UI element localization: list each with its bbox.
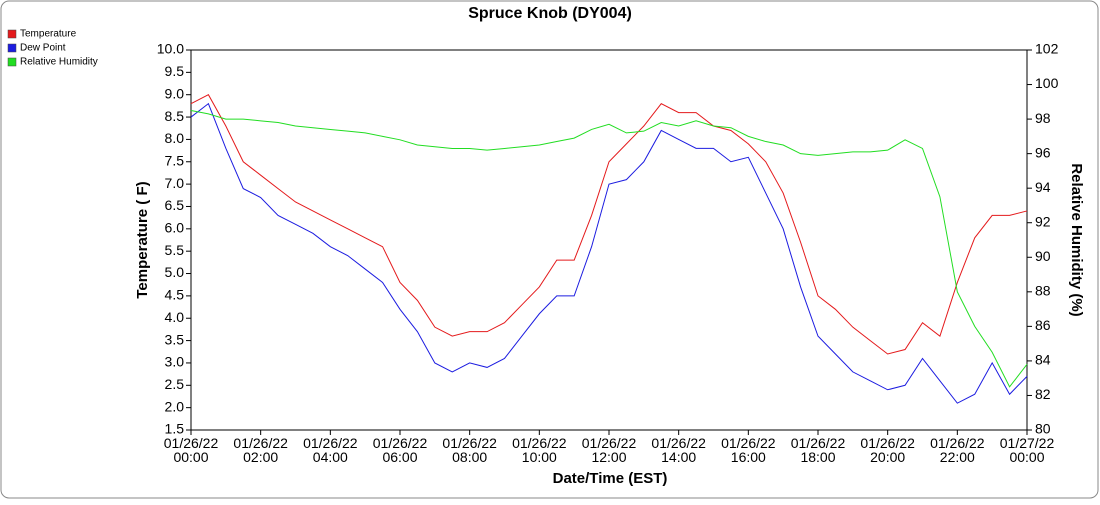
x-tick-label: 01/26/22 12:00 — [581, 435, 637, 465]
x-tick-label: 01/26/22 00:00 — [163, 435, 219, 465]
y2-axis-label: Relative Humidity (%) — [1068, 163, 1085, 316]
y-tick-label: 2.5 — [165, 376, 185, 392]
y-tick-label: 7.5 — [165, 152, 185, 168]
y-tick-label: 8.0 — [165, 130, 185, 146]
legend-swatch — [7, 29, 17, 39]
x-tick-label: 01/26/22 18:00 — [790, 435, 846, 465]
y-tick-label: 9.0 — [165, 85, 185, 101]
y-tick-label: 9.5 — [165, 63, 185, 79]
y-tick-label: 10.0 — [157, 41, 184, 57]
y-tick-label: 5.5 — [165, 242, 185, 258]
y2-tick-label: 90 — [1035, 248, 1051, 264]
y2-tick-label: 88 — [1035, 283, 1051, 299]
y-tick-label: 4.5 — [165, 287, 185, 303]
y2-tick-label: 82 — [1035, 386, 1051, 402]
x-tick-label: 01/26/22 04:00 — [303, 435, 358, 465]
y2-tick-label: 96 — [1035, 144, 1051, 160]
y2-tick-label: 98 — [1035, 110, 1051, 126]
y-tick-label: 5.0 — [165, 264, 185, 280]
y-axis-label: Temperature ( F) — [134, 181, 151, 298]
y2-tick-label: 80 — [1035, 421, 1051, 437]
y-tick-label: 2.0 — [165, 398, 185, 414]
y-tick-label: 6.0 — [165, 220, 185, 236]
y2-tick-label: 84 — [1035, 352, 1051, 368]
legend-label: Dew Point — [20, 43, 66, 54]
x-tick-label: 01/26/22 08:00 — [442, 435, 497, 465]
y-tick-label: 8.5 — [165, 108, 185, 124]
series-line — [190, 109, 1028, 388]
y2-tick-label: 102 — [1035, 41, 1059, 57]
x-axis-label: Date/Time (EST) — [553, 470, 668, 487]
legend-swatch — [7, 57, 17, 67]
y-tick-label: 3.0 — [165, 354, 185, 370]
x-tick-label: 01/26/22 02:00 — [233, 435, 288, 465]
y-tick-label: 7.0 — [165, 175, 185, 191]
legend-label: Relative Humidity — [20, 57, 98, 68]
chart-title: Spruce Knob (DY004) — [468, 5, 632, 22]
x-tick-label: 01/27/22 00:00 — [999, 435, 1055, 465]
y2-tick-label: 100 — [1035, 75, 1059, 91]
y-tick-label: 1.5 — [165, 421, 185, 437]
x-tick-label: 01/26/22 06:00 — [372, 435, 428, 465]
y2-tick-label: 94 — [1035, 179, 1051, 195]
y-tick-label: 4.0 — [165, 309, 185, 325]
legend-swatch — [7, 43, 17, 53]
y2-tick-label: 92 — [1035, 213, 1051, 229]
x-tick-label: 01/26/22 22:00 — [930, 435, 985, 465]
y-tick-label: 6.5 — [165, 197, 185, 213]
legend-label: Temperature — [20, 29, 77, 40]
y2-tick-label: 86 — [1035, 317, 1051, 333]
y-tick-label: 3.5 — [165, 331, 185, 347]
x-tick-label: 01/26/22 10:00 — [512, 435, 567, 465]
x-tick-label: 01/26/22 14:00 — [651, 435, 706, 465]
series-line — [190, 102, 1028, 404]
x-tick-label: 01/26/22 20:00 — [860, 435, 915, 465]
x-tick-label: 01/26/22 16:00 — [721, 435, 776, 465]
series-line — [190, 94, 1028, 355]
